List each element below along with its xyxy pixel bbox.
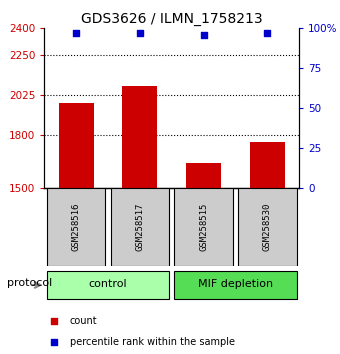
Bar xyxy=(110,188,169,266)
Bar xyxy=(250,143,285,188)
Bar xyxy=(122,86,157,188)
Point xyxy=(52,340,57,346)
Text: protocol: protocol xyxy=(7,278,52,288)
Text: percentile rank within the sample: percentile rank within the sample xyxy=(70,337,235,348)
Bar xyxy=(58,103,94,188)
Text: GSM258517: GSM258517 xyxy=(135,202,144,251)
Point xyxy=(52,318,57,324)
Text: control: control xyxy=(89,279,127,289)
Bar xyxy=(238,188,296,266)
Point xyxy=(201,32,206,38)
Point xyxy=(137,30,142,36)
Bar xyxy=(174,188,233,266)
Text: count: count xyxy=(70,316,97,326)
Title: GDS3626 / ILMN_1758213: GDS3626 / ILMN_1758213 xyxy=(81,12,262,26)
Point xyxy=(73,30,79,36)
Bar xyxy=(186,163,221,188)
Bar xyxy=(47,188,105,266)
Text: GSM258516: GSM258516 xyxy=(72,202,81,251)
Point xyxy=(265,30,270,36)
Bar xyxy=(47,271,169,299)
Text: GSM258515: GSM258515 xyxy=(199,202,208,251)
Text: GSM258530: GSM258530 xyxy=(263,202,272,251)
Text: MIF depletion: MIF depletion xyxy=(198,279,273,289)
Bar xyxy=(174,271,296,299)
